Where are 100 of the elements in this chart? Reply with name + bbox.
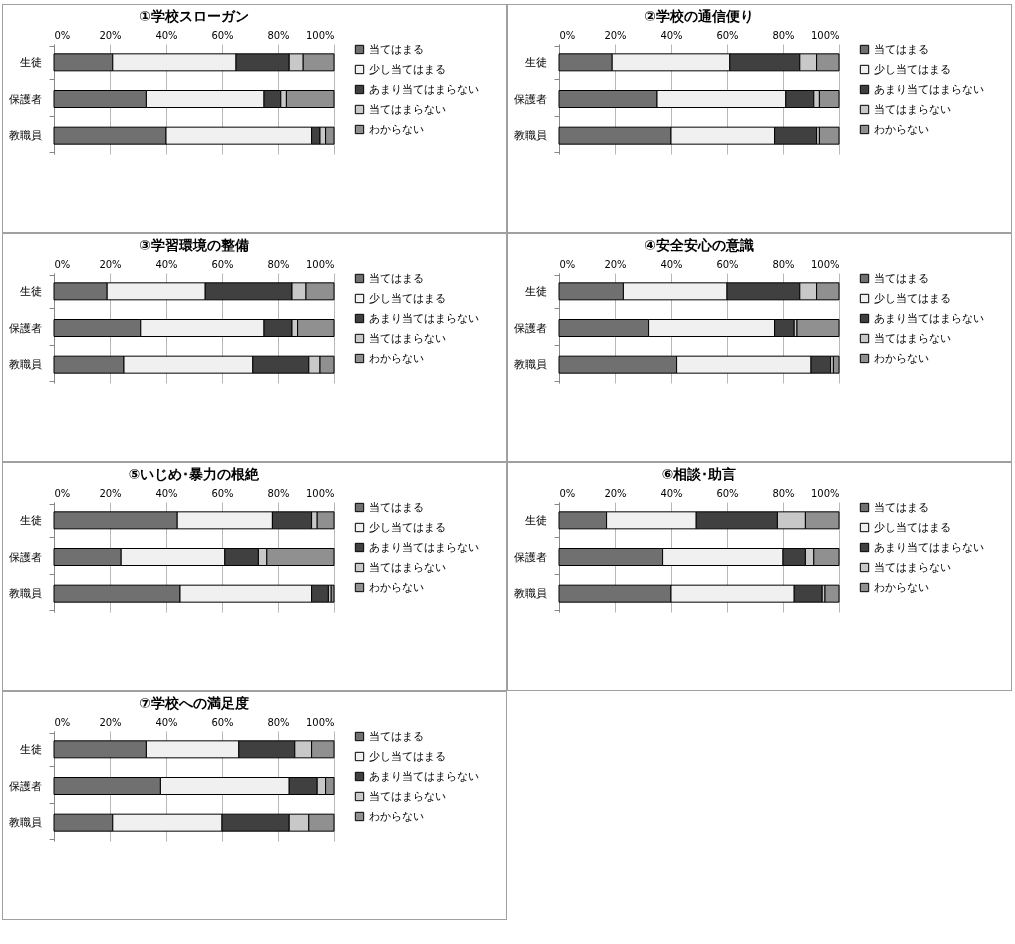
x-tick-label: 20% <box>99 716 122 728</box>
x-tick-label: 20% <box>604 258 627 270</box>
x-tick-label: 0% <box>559 258 576 270</box>
x-tick-label: 80% <box>772 258 795 270</box>
chart-title: ①学校スローガン <box>139 8 249 24</box>
x-tick-label: 40% <box>660 487 683 499</box>
y-tick-label: 生徒 <box>524 284 547 298</box>
legend-label: あまり当てはまらない <box>874 311 984 325</box>
x-tick-label: 80% <box>267 258 290 270</box>
x-tick-label: 80% <box>772 487 795 499</box>
x-tick-label: 40% <box>155 716 178 728</box>
x-tick-label: 100% <box>305 487 335 499</box>
y-tick-label: 保護者 <box>8 92 42 106</box>
legend-label: 少し当てはまる <box>874 291 951 305</box>
legend-label: あまり当てはまらない <box>369 311 479 325</box>
legend-label: 当てはまらない <box>369 331 446 345</box>
x-tick-label: 60% <box>716 29 739 41</box>
y-tick-label: 生徒 <box>19 742 42 756</box>
x-tick-label: 40% <box>155 258 178 270</box>
legend-label: 当てはまる <box>874 271 929 285</box>
x-tick-label: 100% <box>810 258 840 270</box>
x-tick-label: 20% <box>99 487 122 499</box>
x-tick-label: 20% <box>604 29 627 41</box>
x-tick-label: 40% <box>155 29 178 41</box>
y-tick-label: 教職員 <box>513 358 547 372</box>
y-tick-label: 生徒 <box>524 55 547 69</box>
legend-label: 当てはまらない <box>874 331 951 345</box>
x-tick-label: 0% <box>54 487 71 499</box>
y-tick-label: 教職員 <box>8 816 42 830</box>
x-tick-label: 20% <box>99 29 122 41</box>
x-tick-label: 80% <box>772 29 795 41</box>
legend-label: 当てはまる <box>369 500 424 514</box>
x-tick-label: 60% <box>716 487 739 499</box>
chart-title: ③学習環境の整備 <box>139 237 249 253</box>
legend-label: わからない <box>369 122 424 136</box>
legend-label: 少し当てはまる <box>369 62 446 76</box>
y-tick-label: 教職員 <box>8 587 42 601</box>
legend-label: 少し当てはまる <box>369 291 446 305</box>
x-tick-label: 60% <box>211 716 234 728</box>
x-tick-label: 20% <box>604 487 627 499</box>
y-tick-label: 保護者 <box>513 92 547 106</box>
x-tick-label: 80% <box>267 716 290 728</box>
legend-label: あまり当てはまらない <box>369 540 479 554</box>
x-tick-label: 100% <box>810 29 840 41</box>
legend-label: 当てはまる <box>369 42 424 56</box>
legend-label: わからない <box>369 580 424 594</box>
chart-title: ⑤いじめ･暴力の根絶 <box>128 466 261 482</box>
x-tick-label: 100% <box>305 258 335 270</box>
legend-label: 当てはまる <box>874 500 929 514</box>
legend-label: わからない <box>874 351 929 365</box>
y-tick-label: 生徒 <box>19 284 42 298</box>
chart-title: ⑦学校への満足度 <box>139 695 249 711</box>
legend-label: 当てはまる <box>874 42 929 56</box>
x-tick-label: 100% <box>810 487 840 499</box>
x-tick-label: 80% <box>267 29 290 41</box>
y-tick-label: 保護者 <box>8 550 42 564</box>
legend-label: わからない <box>874 580 929 594</box>
legend-label: あまり当てはまらない <box>874 540 984 554</box>
legend-label: 当てはまらない <box>369 560 446 574</box>
y-tick-label: 教職員 <box>513 587 547 601</box>
x-tick-label: 20% <box>99 258 122 270</box>
legend-label: 当てはまらない <box>874 102 951 116</box>
x-tick-label: 100% <box>305 29 335 41</box>
x-tick-label: 0% <box>559 487 576 499</box>
legend-label: 当てはまらない <box>369 789 446 803</box>
legend-label: 少し当てはまる <box>369 749 446 763</box>
x-tick-label: 60% <box>716 258 739 270</box>
y-tick-label: 教職員 <box>513 129 547 143</box>
x-tick-label: 100% <box>305 716 335 728</box>
legend-label: わからない <box>369 809 424 823</box>
legend-label: あまり当てはまらない <box>369 769 479 783</box>
y-tick-label: 教職員 <box>8 129 42 143</box>
x-tick-label: 60% <box>211 258 234 270</box>
y-tick-label: 生徒 <box>19 55 42 69</box>
legend-label: 少し当てはまる <box>369 520 446 534</box>
x-tick-label: 40% <box>660 29 683 41</box>
legend-label: 当てはまらない <box>874 560 951 574</box>
y-tick-label: 生徒 <box>524 513 547 527</box>
x-tick-label: 0% <box>559 29 576 41</box>
x-tick-label: 40% <box>660 258 683 270</box>
x-tick-label: 60% <box>211 487 234 499</box>
y-tick-label: 生徒 <box>19 513 42 527</box>
x-tick-label: 0% <box>54 258 71 270</box>
legend-label: 少し当てはまる <box>874 62 951 76</box>
y-tick-label: 保護者 <box>513 550 547 564</box>
x-tick-label: 40% <box>155 487 178 499</box>
legend-label: 当てはまる <box>369 271 424 285</box>
chart-title: ④安全安心の意識 <box>644 237 754 253</box>
legend-label: あまり当てはまらない <box>874 82 984 96</box>
chart-title: ⑥相談･助言 <box>661 466 737 482</box>
x-tick-label: 0% <box>54 29 71 41</box>
y-tick-label: 保護者 <box>8 321 42 335</box>
x-tick-label: 60% <box>211 29 234 41</box>
chart-title: ②学校の通信便り <box>644 8 754 24</box>
legend-label: あまり当てはまらない <box>369 82 479 96</box>
legend-label: わからない <box>874 122 929 136</box>
legend-label: 当てはまらない <box>369 102 446 116</box>
y-tick-label: 保護者 <box>513 321 547 335</box>
x-tick-label: 0% <box>54 716 71 728</box>
y-tick-label: 教職員 <box>8 358 42 372</box>
